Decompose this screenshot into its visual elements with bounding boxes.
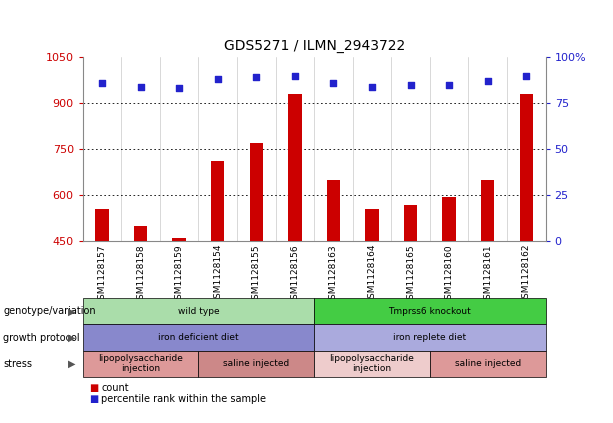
Bar — [288, 94, 302, 241]
Point — [290, 72, 300, 79]
Point — [97, 80, 107, 86]
Point — [251, 74, 261, 81]
Bar — [404, 205, 417, 241]
Bar — [520, 94, 533, 241]
Bar — [211, 162, 224, 241]
Point — [444, 81, 454, 88]
Text: ■: ■ — [89, 394, 98, 404]
Text: ■: ■ — [89, 383, 98, 393]
Text: saline injected: saline injected — [455, 359, 521, 368]
Bar — [95, 209, 109, 241]
Text: lipopolysaccharide
injection: lipopolysaccharide injection — [330, 354, 414, 374]
Text: ▶: ▶ — [68, 332, 75, 343]
Bar — [134, 226, 147, 241]
Point — [213, 76, 223, 82]
Text: lipopolysaccharide
injection: lipopolysaccharide injection — [98, 354, 183, 374]
Point — [522, 72, 531, 79]
Bar — [249, 143, 263, 241]
Bar — [172, 238, 186, 241]
Text: percentile rank within the sample: percentile rank within the sample — [101, 394, 266, 404]
Bar — [327, 180, 340, 241]
Text: count: count — [101, 383, 129, 393]
Text: stress: stress — [3, 359, 32, 369]
Text: ▶: ▶ — [68, 306, 75, 316]
Text: saline injected: saline injected — [223, 359, 289, 368]
Point — [483, 78, 493, 85]
Text: iron deficient diet: iron deficient diet — [158, 333, 239, 342]
Point — [329, 80, 338, 86]
Point — [367, 83, 377, 90]
Bar — [365, 209, 379, 241]
Text: iron replete diet: iron replete diet — [394, 333, 466, 342]
Point — [135, 83, 145, 90]
Text: Tmprss6 knockout: Tmprss6 knockout — [389, 307, 471, 316]
Text: growth protocol: growth protocol — [3, 332, 80, 343]
Point — [406, 81, 416, 88]
Title: GDS5271 / ILMN_2943722: GDS5271 / ILMN_2943722 — [224, 39, 405, 53]
Bar — [443, 197, 456, 241]
Text: genotype/variation: genotype/variation — [3, 306, 96, 316]
Text: ▶: ▶ — [68, 359, 75, 369]
Bar — [481, 180, 495, 241]
Point — [174, 85, 184, 92]
Text: wild type: wild type — [178, 307, 219, 316]
